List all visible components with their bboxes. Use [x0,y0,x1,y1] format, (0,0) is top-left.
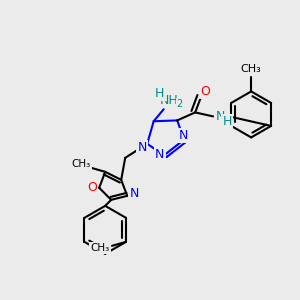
Text: CH₃: CH₃ [90,243,110,253]
Text: O: O [87,181,97,194]
Text: N: N [137,141,147,154]
Text: N: N [178,129,188,142]
Text: CH₃: CH₃ [72,159,91,169]
Text: N: N [130,187,139,200]
Text: NH: NH [159,94,178,107]
Text: 2: 2 [177,99,183,109]
Text: H: H [223,115,232,128]
Text: N: N [155,148,164,161]
Text: CH₃: CH₃ [241,64,262,74]
Text: H: H [155,87,164,100]
Text: N: N [215,110,225,123]
Text: O: O [200,85,210,98]
